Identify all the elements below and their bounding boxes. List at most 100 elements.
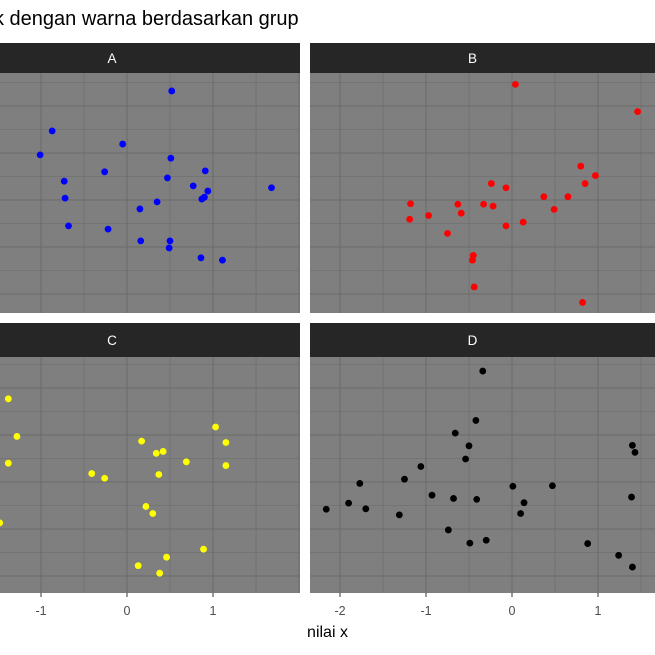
panel-a	[0, 73, 300, 313]
point-c	[0, 519, 4, 527]
point-a	[268, 184, 275, 192]
strip-label-a: A	[107, 51, 116, 66]
point-a	[104, 225, 112, 233]
panel-c	[0, 357, 300, 593]
point-c	[212, 423, 219, 431]
point-c	[101, 474, 109, 482]
point-b	[502, 184, 510, 192]
point-b	[519, 218, 527, 226]
point-a	[204, 187, 212, 195]
point-a	[198, 195, 206, 203]
point-c	[152, 449, 160, 457]
point-a	[36, 151, 44, 159]
point-a	[167, 154, 175, 162]
strip-c	[0, 323, 300, 357]
point-c	[222, 462, 230, 469]
point-d	[629, 563, 636, 571]
point-c	[182, 458, 190, 466]
x-tick-label: 0	[124, 604, 131, 618]
x-tick-label: -1	[35, 604, 46, 618]
x-tick-label: 1	[595, 604, 602, 618]
point-b	[406, 215, 414, 223]
strip-label-b: B	[468, 51, 477, 66]
point-b	[425, 212, 432, 219]
point-a	[101, 168, 109, 176]
point-d	[362, 505, 370, 513]
point-d	[356, 480, 364, 487]
panel-b	[310, 73, 655, 313]
point-d	[615, 551, 623, 559]
point-d	[517, 510, 524, 517]
point-b	[480, 200, 488, 208]
point-b	[577, 162, 585, 170]
point-a	[168, 87, 176, 95]
x-tick-label: 1	[210, 604, 217, 618]
point-d	[322, 505, 330, 513]
point-c	[4, 459, 12, 467]
point-b	[489, 202, 497, 210]
strip-b	[310, 43, 655, 73]
point-d	[401, 475, 408, 483]
point-d	[520, 499, 528, 507]
point-a	[61, 194, 69, 202]
chart-title: k dengan warna berdasarkan grup	[0, 8, 299, 30]
point-a	[48, 127, 56, 135]
point-c	[4, 395, 12, 403]
point-d	[472, 417, 480, 424]
x-axis-label: nilai x	[307, 624, 348, 641]
point-b	[564, 193, 572, 201]
point-a	[197, 254, 205, 262]
point-d	[450, 495, 457, 502]
point-b	[444, 229, 451, 237]
point-c	[88, 470, 96, 477]
point-b	[540, 193, 548, 201]
point-b	[407, 200, 414, 208]
point-c	[134, 562, 142, 570]
point-d	[417, 463, 425, 470]
point-b	[454, 200, 462, 208]
point-d	[473, 495, 481, 503]
point-c	[13, 433, 21, 440]
point-c	[222, 439, 230, 446]
point-c	[200, 545, 207, 553]
point-d	[444, 526, 452, 534]
point-a	[153, 198, 161, 206]
point-b	[634, 108, 641, 116]
point-d	[631, 448, 639, 456]
point-c	[159, 448, 167, 455]
strip-a	[0, 43, 300, 73]
point-a	[65, 222, 72, 230]
strip-label-d: D	[468, 333, 478, 348]
point-b	[581, 180, 589, 187]
point-c	[163, 553, 170, 561]
point-a	[165, 244, 173, 252]
strip-d	[310, 323, 655, 357]
point-b	[457, 209, 465, 217]
point-d	[466, 539, 474, 547]
point-b	[512, 80, 519, 88]
point-a	[219, 256, 226, 264]
point-a	[166, 237, 174, 245]
point-d	[549, 482, 556, 490]
point-c	[156, 569, 164, 577]
point-b	[470, 283, 478, 291]
point-d	[479, 367, 487, 375]
point-d	[451, 429, 459, 437]
point-d	[428, 491, 436, 499]
point-b	[487, 180, 495, 187]
point-d	[465, 442, 473, 450]
strip-label-c: C	[107, 333, 117, 348]
point-a	[136, 205, 144, 213]
point-b	[550, 206, 558, 213]
point-a	[189, 182, 197, 190]
panel-d	[310, 357, 655, 593]
point-a	[137, 237, 145, 245]
point-b	[469, 256, 476, 264]
point-d	[345, 499, 352, 507]
point-c	[155, 471, 163, 478]
point-a	[60, 177, 68, 185]
point-d	[629, 441, 636, 449]
point-b	[592, 172, 599, 179]
x-tick-label: 0	[509, 604, 516, 618]
x-tick-label: -1	[420, 604, 431, 618]
